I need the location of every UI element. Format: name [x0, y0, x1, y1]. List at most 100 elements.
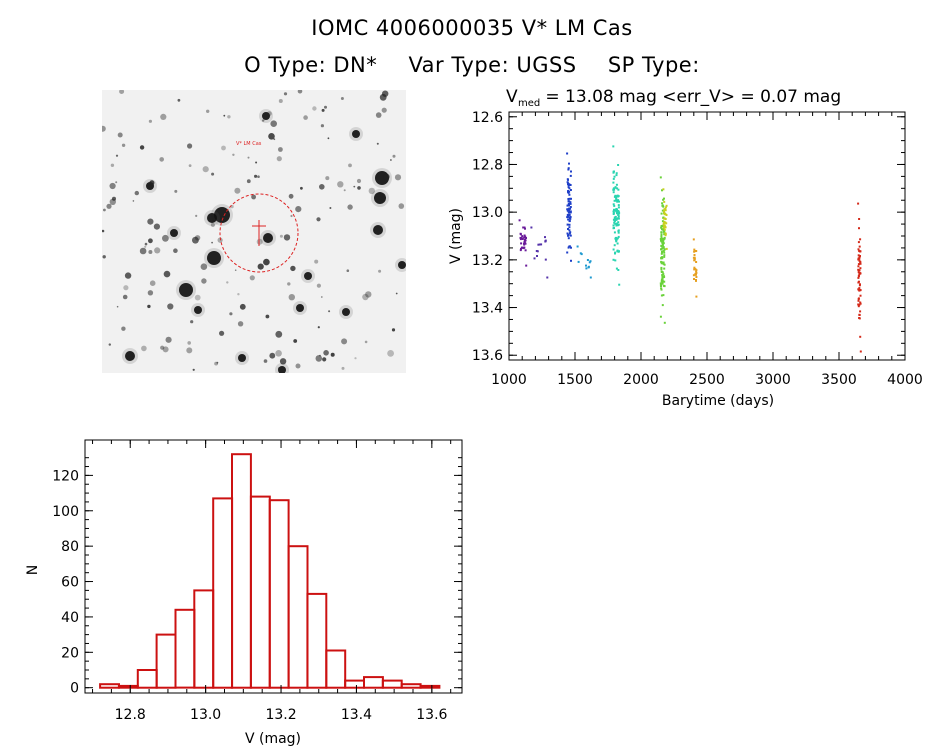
star — [276, 156, 282, 162]
lc-point — [693, 250, 696, 253]
star — [290, 214, 293, 218]
lc-point — [616, 195, 619, 198]
star — [330, 352, 335, 357]
lc-point — [617, 206, 620, 209]
lc-point — [662, 227, 665, 230]
lc-point — [524, 235, 527, 238]
star — [325, 176, 330, 181]
histogram-bar — [136, 669, 158, 689]
star — [200, 263, 208, 270]
lc-point — [663, 251, 666, 254]
lc-point — [859, 294, 862, 297]
star — [320, 124, 324, 128]
histogram-bar — [306, 592, 328, 689]
lc-point — [660, 240, 663, 243]
lc-x-tick-label: 2000 — [623, 372, 659, 388]
star — [103, 208, 106, 212]
star — [254, 174, 258, 178]
lc-point — [661, 204, 664, 207]
lc-x-tick-label: 1000 — [491, 372, 527, 388]
lc-point — [660, 235, 663, 238]
lc-point — [661, 244, 664, 246]
lc-point — [695, 279, 697, 282]
lc-point — [617, 217, 620, 220]
lc-point — [660, 233, 663, 236]
star — [149, 280, 156, 286]
star — [320, 296, 323, 298]
hist-x-axis: 12.8 13.0 13.2 13.4 13.6 — [92, 440, 452, 723]
star — [102, 229, 105, 233]
star — [192, 368, 195, 371]
lc-point — [612, 171, 615, 174]
star — [383, 173, 390, 180]
histogram-bars — [99, 453, 441, 689]
star — [121, 143, 126, 147]
star — [165, 336, 172, 343]
lc-point — [523, 236, 526, 239]
lc-point — [617, 213, 620, 216]
lc-point — [695, 270, 698, 273]
lc-point — [568, 223, 571, 226]
star — [368, 187, 375, 195]
star — [211, 241, 213, 244]
star — [223, 114, 226, 117]
spectral-type: SP Type: — [607, 53, 700, 77]
lc-point — [518, 219, 521, 222]
lc-point — [569, 210, 572, 213]
star — [219, 330, 225, 336]
lc-point — [566, 204, 569, 207]
star — [375, 112, 382, 118]
lc-point — [661, 257, 664, 260]
star — [263, 233, 273, 243]
lc-point — [519, 233, 522, 236]
star — [287, 282, 291, 286]
hist-x-tick-label: 12.8 — [115, 707, 146, 723]
star — [249, 275, 255, 281]
star — [365, 291, 372, 298]
lc-point — [566, 209, 569, 212]
star — [275, 330, 283, 338]
lc-point — [523, 226, 526, 229]
star — [159, 157, 164, 162]
lc-point — [567, 211, 570, 214]
star — [110, 163, 115, 167]
light-curve-title: V med = 13.08 mag <err_V> = 0.07 mag — [506, 87, 841, 109]
lc-point — [664, 234, 667, 237]
lc-point — [857, 298, 860, 300]
star — [381, 107, 387, 113]
star — [347, 204, 353, 210]
lc-point — [612, 227, 615, 230]
lc-point — [662, 242, 665, 245]
lc-point — [858, 280, 860, 283]
star — [317, 326, 320, 329]
histogram-bar — [325, 649, 347, 689]
lc-point — [859, 283, 861, 286]
star — [378, 196, 382, 200]
lc-point — [612, 191, 615, 194]
star — [295, 206, 302, 213]
lc-point — [859, 335, 862, 338]
star — [210, 222, 215, 227]
star — [251, 194, 256, 200]
star — [173, 248, 178, 253]
lc-point — [567, 246, 570, 249]
lc-point — [663, 224, 666, 227]
lc-point — [568, 193, 571, 196]
star — [134, 190, 139, 196]
star — [398, 203, 405, 209]
lc-point — [662, 224, 665, 227]
star — [192, 236, 199, 244]
lc-point — [613, 175, 616, 178]
lc-point — [659, 282, 662, 285]
star — [395, 292, 398, 295]
lc-point — [660, 268, 663, 271]
star — [304, 272, 312, 280]
lc-point — [662, 216, 665, 219]
lc-point — [663, 263, 666, 266]
lc-point — [663, 233, 666, 236]
star — [328, 310, 331, 313]
star — [115, 154, 119, 157]
lc-point — [857, 271, 860, 274]
lc-point — [664, 209, 667, 212]
lc-point — [858, 259, 861, 262]
